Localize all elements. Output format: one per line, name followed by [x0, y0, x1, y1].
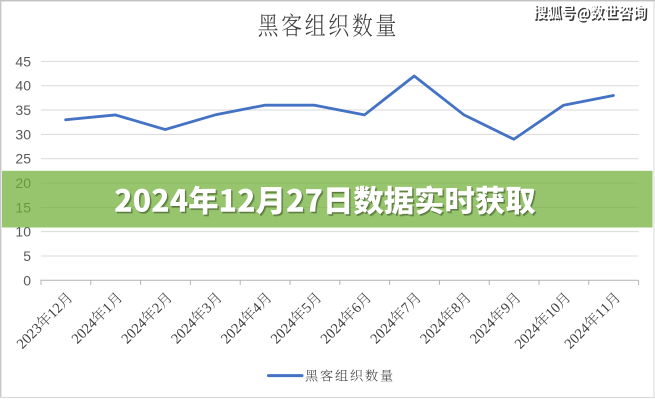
svg-text:5: 5 — [23, 248, 31, 264]
svg-text:25: 25 — [15, 151, 31, 167]
svg-text:45: 45 — [15, 53, 31, 69]
svg-text:10: 10 — [15, 224, 31, 240]
svg-text:30: 30 — [15, 126, 31, 142]
svg-text:35: 35 — [15, 102, 31, 118]
svg-text:40: 40 — [15, 78, 31, 94]
svg-text:0: 0 — [23, 272, 31, 288]
